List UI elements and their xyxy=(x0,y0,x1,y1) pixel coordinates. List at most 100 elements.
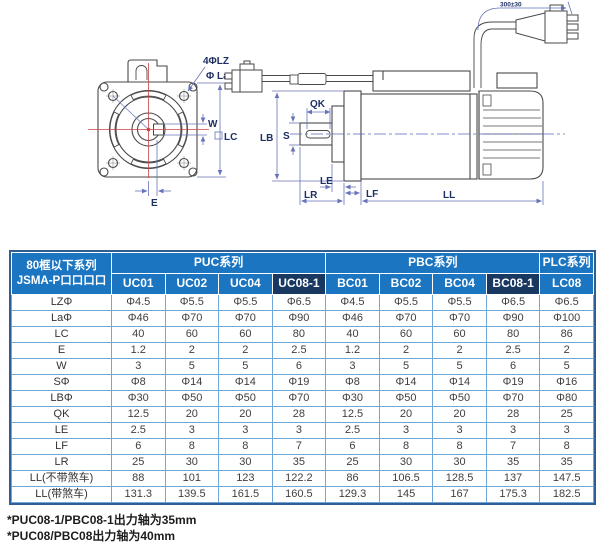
spec-row-label: QK xyxy=(11,406,112,423)
spec-value-cell: 20 xyxy=(218,406,273,423)
spec-table-body: LZΦ Φ4.5 Φ5.5 Φ5.5 Φ6.5 Φ4.5 Φ5.5 Φ5.5 Φ6.5 Φ6.5 L… xyxy=(11,294,594,503)
footnote-2: *PUC08/PBC08出力轴为40mm xyxy=(7,529,176,543)
model-column-header: LC08 xyxy=(539,273,594,295)
spec-value-cell: Φ50 xyxy=(378,390,434,407)
power-connector xyxy=(515,4,579,44)
spec-value-cell: 161.5 xyxy=(218,486,273,503)
spec-value-cell: 35 xyxy=(539,454,594,471)
footnote-1: *PUC08-1/PBC08-1出力轴为35mm xyxy=(7,513,197,527)
motor-front-view xyxy=(97,59,198,178)
spec-value-cell: 137 xyxy=(485,470,541,487)
spec-value-cell: 3 xyxy=(432,422,487,439)
spec-table: 80框以下系列 JSMA-P口口口口 PUC系列 PBC系列 PLC系列 UC01 U… xyxy=(11,252,594,503)
spec-value-cell: Φ30 xyxy=(111,390,166,407)
spec-value-cell: 3 xyxy=(485,422,541,439)
tab-keyhole xyxy=(135,65,148,80)
encoder-cable xyxy=(262,73,373,85)
spec-value-cell: Φ90 xyxy=(271,310,327,327)
spec-row: LF 6 8 8 7 6 8 8 7 8 xyxy=(11,438,594,455)
corner-header-line2: JSMA-P口口口口 xyxy=(16,274,107,287)
dim-label-le: LE xyxy=(320,176,333,187)
spec-value-cell: 145 xyxy=(378,486,434,503)
dim-label-e: E xyxy=(151,198,158,209)
keyway-symbol-square xyxy=(214,131,223,140)
spec-value-cell: Φ8 xyxy=(111,374,166,391)
spec-value-cell: 60 xyxy=(164,326,220,343)
spec-row: LaΦ Φ46 Φ70 Φ70 Φ90 Φ46 Φ70 Φ70 Φ90 Φ100 xyxy=(11,310,594,327)
series-group-header-2: PLC系列 xyxy=(539,252,594,274)
spec-row-label: LL(不带煞车) xyxy=(11,470,112,487)
model-column-header: BC01 xyxy=(325,273,380,295)
spec-value-cell: Φ5.5 xyxy=(218,294,273,311)
spec-value-cell: 40 xyxy=(325,326,380,343)
spec-value-cell: 1.2 xyxy=(111,342,166,359)
spec-value-cell: 30 xyxy=(218,454,273,471)
spec-value-cell: 30 xyxy=(164,454,220,471)
spec-value-cell: 5 xyxy=(539,358,594,375)
spec-row-label: LBΦ xyxy=(11,390,112,407)
spec-row: E 1.2 2 2 2.5 1.2 2 2 2.5 2 xyxy=(11,342,594,359)
spec-value-cell: Φ4.5 xyxy=(111,294,166,311)
spec-value-cell: Φ46 xyxy=(111,310,166,327)
model-column-header: UC01 xyxy=(111,273,166,295)
corner-header-line1: 80框以下系列 xyxy=(26,259,97,272)
spec-value-cell: 8 xyxy=(164,438,220,455)
spec-row: QK 12.5 20 20 28 12.5 20 20 28 25 xyxy=(11,406,594,423)
spec-value-cell: 20 xyxy=(164,406,220,423)
model-column-header: UC08-1 xyxy=(271,273,327,295)
dim-label-ll: LL xyxy=(443,190,455,201)
spec-value-cell: Φ50 xyxy=(432,390,487,407)
spec-row: LZΦ Φ4.5 Φ5.5 Φ5.5 Φ6.5 Φ4.5 Φ5.5 Φ5.5 Φ6.5 Φ6.5 xyxy=(11,294,594,311)
series-group-header-1: PBC系列 xyxy=(325,252,541,274)
spec-value-cell: 60 xyxy=(218,326,273,343)
front-dimensions xyxy=(135,66,226,196)
spec-row-label: W xyxy=(11,358,112,375)
model-column-header: UC02 xyxy=(164,273,220,295)
spec-value-cell: 88 xyxy=(111,470,166,487)
spec-value-cell: 1.2 xyxy=(325,342,380,359)
spec-row: SΦ Φ8 Φ14 Φ14 Φ19 Φ8 Φ14 Φ14 Φ19 Φ16 xyxy=(11,374,594,391)
spec-value-cell: 3 xyxy=(271,422,327,439)
spec-table-header: 80框以下系列 JSMA-P口口口口 PUC系列 PBC系列 PLC系列 UC01 U… xyxy=(11,252,594,295)
spec-value-cell: 86 xyxy=(539,326,594,343)
series-group-row: 80框以下系列 JSMA-P口口口口 PUC系列 PBC系列 PLC系列 xyxy=(11,252,594,295)
spec-value-cell: 3 xyxy=(218,422,273,439)
spec-value-cell: 182.5 xyxy=(539,486,594,503)
spec-value-cell: 167 xyxy=(432,486,487,503)
spec-value-cell: 25 xyxy=(325,454,380,471)
spec-row-label: LL(带煞车) xyxy=(11,486,112,503)
spec-value-cell: Φ30 xyxy=(325,390,380,407)
dim-label-cable-length: 300±30 xyxy=(500,2,522,9)
spec-value-cell: Φ70 xyxy=(218,310,273,327)
spec-row-label: LF xyxy=(11,438,112,455)
dim-label-s: S xyxy=(283,131,290,142)
spec-value-cell: 6 xyxy=(111,438,166,455)
spec-value-cell: 2 xyxy=(539,342,594,359)
spec-value-cell: 2.5 xyxy=(111,422,166,439)
terminal-tab-outline xyxy=(127,59,168,82)
spec-value-cell: 12.5 xyxy=(111,406,166,423)
spec-value-cell: Φ16 xyxy=(539,374,594,391)
spec-value-cell: Φ70 xyxy=(485,390,541,407)
spec-value-cell: 6 xyxy=(485,358,541,375)
spec-value-cell: 5 xyxy=(218,358,273,375)
spec-value-cell: Φ70 xyxy=(432,310,487,327)
spec-row-label: LC xyxy=(11,326,112,343)
spec-value-cell: Φ4.5 xyxy=(325,294,380,311)
motor-side-view xyxy=(224,4,579,182)
model-column-header: BC04 xyxy=(432,273,487,295)
spec-row-label: E xyxy=(11,342,112,359)
spec-row-label: LaΦ xyxy=(11,310,112,327)
spec-value-cell: Φ50 xyxy=(218,390,273,407)
spec-value-cell: 6 xyxy=(271,358,327,375)
spec-value-cell: 35 xyxy=(271,454,327,471)
spec-value-cell: 80 xyxy=(271,326,327,343)
spec-value-cell: 30 xyxy=(378,454,434,471)
spec-value-cell: 123 xyxy=(218,470,273,487)
spec-value-cell: 147.5 xyxy=(539,470,594,487)
dim-label-lf: LF xyxy=(366,189,378,200)
spec-value-cell: Φ14 xyxy=(164,374,220,391)
spec-row: LC 40 60 60 80 40 60 60 80 86 xyxy=(11,326,594,343)
spec-value-cell: 160.5 xyxy=(271,486,327,503)
spec-value-cell: 2 xyxy=(218,342,273,359)
